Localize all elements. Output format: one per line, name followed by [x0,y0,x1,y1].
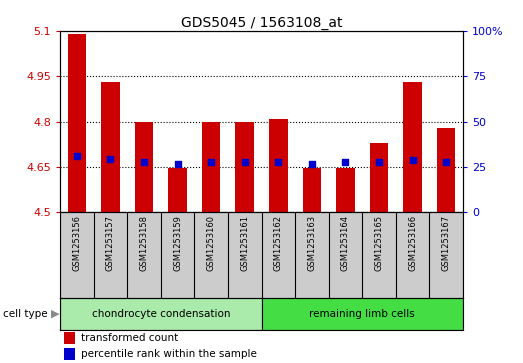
Title: GDS5045 / 1563108_at: GDS5045 / 1563108_at [181,16,342,30]
Text: GSM1253167: GSM1253167 [441,215,451,271]
Bar [64,333,75,344]
Bar [64,348,75,360]
Point [341,160,349,166]
Text: GSM1253164: GSM1253164 [341,215,350,271]
Bar [168,168,187,212]
Point [207,159,215,164]
Bar [235,122,254,212]
Text: transformed count: transformed count [82,333,179,343]
Bar [303,168,321,212]
Text: GSM1253156: GSM1253156 [72,215,82,271]
Text: ▶: ▶ [51,309,60,319]
Bar [135,122,153,212]
Point [140,159,148,165]
Text: percentile rank within the sample: percentile rank within the sample [82,349,257,359]
Text: GSM1253159: GSM1253159 [173,215,182,271]
Bar [269,119,288,212]
Text: remaining limb cells: remaining limb cells [309,309,415,319]
Point [442,159,450,165]
Bar [403,82,422,212]
Bar [336,168,355,212]
Point [241,159,249,165]
Point [174,161,182,167]
Bar [262,298,463,330]
Bar [60,298,262,330]
Point [408,158,417,163]
Point [274,160,282,166]
Text: GSM1253163: GSM1253163 [308,215,316,271]
Text: cell type: cell type [3,309,47,319]
Bar [370,143,388,212]
Text: chondrocyte condensation: chondrocyte condensation [92,309,230,319]
Point [106,156,115,162]
Point [375,159,383,164]
Point [308,161,316,167]
Text: GSM1253165: GSM1253165 [374,215,383,271]
Point [73,154,81,159]
Text: GSM1253157: GSM1253157 [106,215,115,271]
Text: GSM1253161: GSM1253161 [240,215,249,271]
Bar [101,82,120,212]
Bar [67,34,86,212]
Text: GSM1253162: GSM1253162 [274,215,283,271]
Text: GSM1253166: GSM1253166 [408,215,417,271]
Text: GSM1253158: GSM1253158 [140,215,149,271]
Text: GSM1253160: GSM1253160 [207,215,215,271]
Bar [437,128,456,212]
Bar [202,122,220,212]
